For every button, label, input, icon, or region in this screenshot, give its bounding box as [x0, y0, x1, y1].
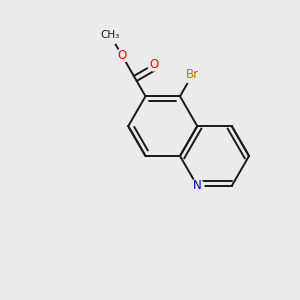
Circle shape	[148, 58, 161, 71]
Circle shape	[191, 179, 204, 193]
Text: Br: Br	[186, 68, 199, 81]
Circle shape	[116, 49, 129, 62]
Text: O: O	[149, 58, 159, 71]
Circle shape	[183, 64, 202, 84]
Text: O: O	[118, 49, 127, 62]
Circle shape	[101, 26, 119, 44]
Text: N: N	[193, 179, 202, 192]
Text: CH₃: CH₃	[101, 30, 120, 40]
